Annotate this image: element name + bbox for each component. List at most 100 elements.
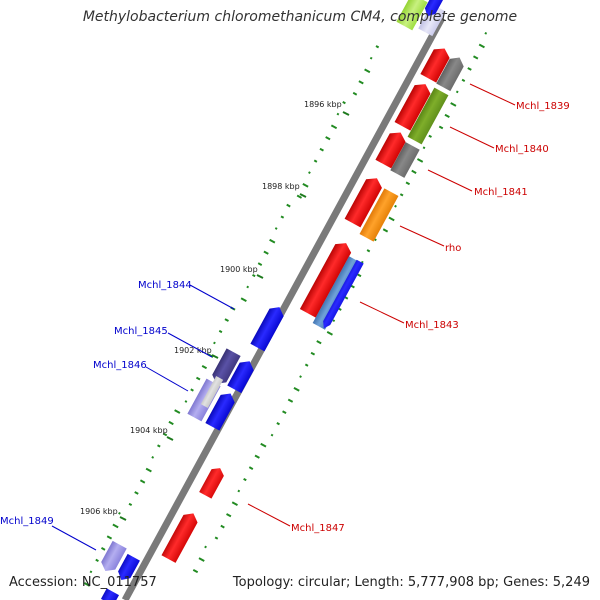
leader-line — [359, 301, 405, 324]
gc-content-track — [83, 31, 488, 587]
gene-arrow-olive — [407, 87, 449, 145]
gc-mark — [316, 340, 322, 345]
tick-label: 1904 kbp — [130, 426, 168, 435]
gc-mark — [151, 456, 155, 459]
gene-arrow-reverse — [118, 553, 140, 581]
gene-arrow-gray — [390, 142, 420, 178]
gc-mark — [438, 125, 444, 130]
gc-mark — [310, 351, 316, 356]
gc-mark — [252, 273, 256, 278]
genome-backbone — [121, 16, 446, 600]
leader-line — [427, 169, 473, 192]
gc-mark — [342, 101, 346, 105]
gc-mark — [274, 227, 278, 230]
tick-label: 1898 kbp — [262, 182, 300, 191]
gc-mark — [369, 56, 373, 60]
topology-label: Topology: circular; Length: 5,777,908 bp… — [232, 575, 590, 590]
gc-mark — [478, 43, 485, 49]
gene-arrow-forward — [161, 513, 198, 563]
gene-label-mchl-1847: Mchl_1847 — [291, 523, 345, 534]
gc-mark — [428, 134, 432, 138]
gc-mark — [399, 193, 404, 197]
gc-mark — [139, 479, 146, 484]
gene-label-mchl-1843: Mchl_1843 — [405, 320, 459, 331]
gene-arrow-forward — [420, 48, 450, 83]
gene-arrow-reverse — [100, 588, 120, 600]
gc-mark — [128, 502, 133, 507]
gc-mark — [360, 260, 364, 264]
tick-mark — [256, 274, 264, 279]
gc-mark — [352, 91, 358, 96]
gc-mark — [145, 467, 152, 473]
leader-line — [399, 225, 445, 247]
gc-mark — [394, 204, 397, 208]
gc-mark — [174, 409, 181, 414]
gene-arrow-orange — [359, 188, 399, 242]
leader-line — [51, 525, 97, 551]
gene-label-mchl-1846: Mchl_1846 — [93, 360, 147, 371]
gc-mark — [308, 171, 311, 174]
gc-mark — [224, 318, 229, 322]
gc-mark — [382, 228, 389, 233]
leader-line — [247, 503, 291, 527]
gc-mark — [254, 454, 260, 459]
gc-mark — [237, 489, 241, 493]
gc-mark — [243, 477, 247, 482]
gc-mark — [416, 158, 424, 163]
page-title: Methylobacterium chloromethanicum CM4, c… — [82, 9, 518, 25]
gc-mark — [422, 146, 426, 150]
gc-mark — [269, 238, 276, 244]
leader-line — [189, 284, 235, 310]
gc-mark — [336, 112, 340, 116]
gc-mark — [214, 536, 219, 540]
gc-mark — [313, 159, 318, 163]
gc-mark — [112, 523, 119, 529]
gc-mark — [207, 353, 214, 358]
gc-mark — [89, 570, 93, 574]
gc-mark — [162, 432, 168, 437]
tick-mark — [342, 111, 350, 116]
gc-mark — [260, 442, 267, 448]
gc-mark — [218, 329, 223, 334]
tick-mark — [299, 193, 307, 198]
gc-mark — [296, 194, 303, 199]
gc-mark — [299, 375, 302, 378]
gc-mark — [332, 319, 336, 323]
accession-label: Accession: NC_011757 — [9, 575, 157, 590]
gene-arrow-reverse — [250, 307, 284, 352]
tick-label: 1902 kbp — [174, 346, 212, 355]
gc-mark — [231, 501, 238, 507]
gc-mark — [450, 102, 457, 107]
gc-mark — [375, 45, 380, 49]
gc-mark — [302, 182, 309, 188]
gc-mark — [220, 524, 225, 529]
gc-mark — [455, 90, 459, 94]
gc-mark — [198, 557, 205, 562]
gc-mark — [411, 169, 417, 174]
gc-mark — [461, 78, 466, 82]
gc-mark — [330, 124, 338, 130]
gc-mark — [246, 285, 250, 289]
gene-labels: Mchl_1839 Mchl_1840 Mchl_1841 rho Mchl_1… — [0, 83, 570, 551]
gene-label-mchl-1840: Mchl_1840 — [495, 144, 549, 155]
tick-mark — [119, 516, 127, 521]
gc-mark — [467, 67, 472, 71]
gene-arrow-forward — [199, 468, 224, 499]
leader-line — [167, 332, 213, 358]
gene-arrow-reverse — [424, 0, 445, 17]
gc-mark — [184, 400, 188, 403]
gc-mark — [270, 433, 274, 437]
leader-line — [449, 126, 495, 149]
gc-mark — [280, 215, 285, 219]
gc-mark — [157, 444, 161, 448]
gene-label-mchl-1841: Mchl_1841 — [474, 187, 528, 198]
gene-arrow-purple — [212, 348, 241, 384]
gc-mark — [101, 547, 106, 551]
gc-mark — [319, 147, 324, 152]
gc-mark — [204, 545, 207, 549]
gc-mark — [106, 535, 113, 540]
gc-mark — [276, 422, 280, 426]
gc-mark — [257, 262, 263, 266]
tick-label: 1906 kbp — [80, 507, 118, 516]
gene-arrow-forward — [299, 243, 352, 318]
